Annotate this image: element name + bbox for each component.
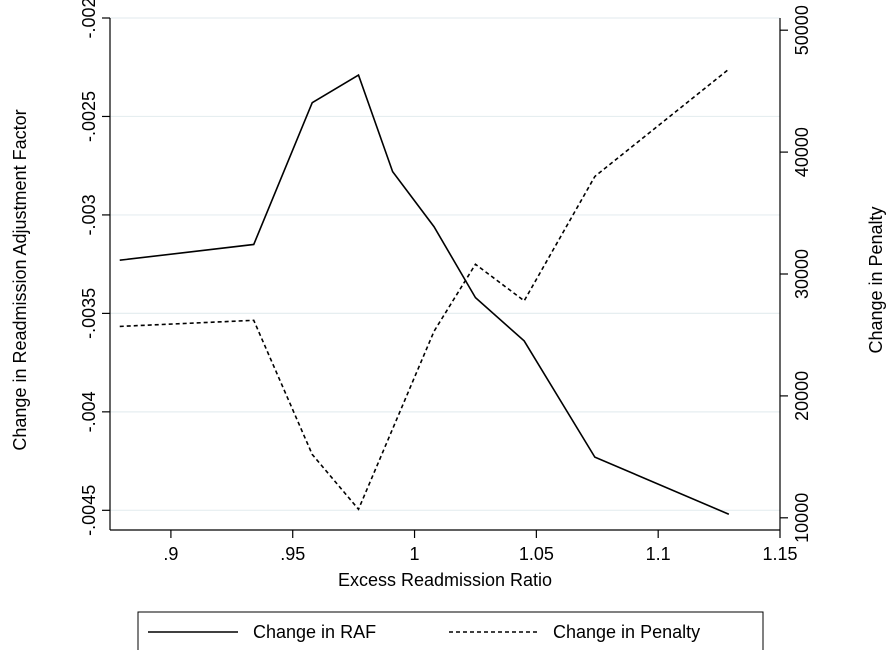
y-tick-label-2: -.003 [79, 194, 99, 235]
x-tick-label-0: .9 [163, 544, 178, 564]
legend: Change in RAF Change in Penalty [137, 611, 764, 650]
x-tick-label-3: 1.05 [519, 544, 554, 564]
y2-tick-label-3: 40000 [792, 127, 812, 177]
axis-labels: Excess Readmission Ratio Change in Readm… [10, 109, 886, 590]
x-tick-label-2: 1 [410, 544, 420, 564]
y-axis-title: Change in Readmission Adjustment Factor [10, 109, 30, 450]
y2-tick-label-0: 10000 [792, 493, 812, 543]
x-axis-title: Excess Readmission Ratio [338, 570, 552, 590]
y-tick-label-1: -.0025 [79, 91, 99, 142]
legend-label-raf: Change in RAF [253, 622, 376, 642]
y2-axis-title: Change in Penalty [866, 206, 886, 353]
y-tick-label-4: -.004 [79, 391, 99, 432]
legend-label-penalty: Change in Penalty [553, 622, 700, 642]
x-tick-label-4: 1.1 [646, 544, 671, 564]
series-lines [119, 68, 730, 515]
series-line-penalty [119, 68, 730, 511]
x-tick-label-5: 1.15 [762, 544, 797, 564]
x-tick-label-1: .95 [280, 544, 305, 564]
gridlines [110, 17, 780, 511]
y2-tick-label-4: 50000 [792, 5, 812, 55]
series-line-raf [119, 73, 730, 515]
y-tick-label-5: -.0045 [79, 485, 99, 536]
legend-box [137, 611, 764, 650]
y2-tick-label-2: 30000 [792, 249, 812, 299]
y2-tick-label-1: 20000 [792, 371, 812, 421]
y-tick-label-0: -.002 [79, 0, 99, 39]
axes: .9 .95 1 1.05 1.1 1.15 -.002 -.0025 -.003 -.0035 -… [79, 0, 812, 564]
y-tick-label-3: -.0035 [79, 288, 99, 339]
